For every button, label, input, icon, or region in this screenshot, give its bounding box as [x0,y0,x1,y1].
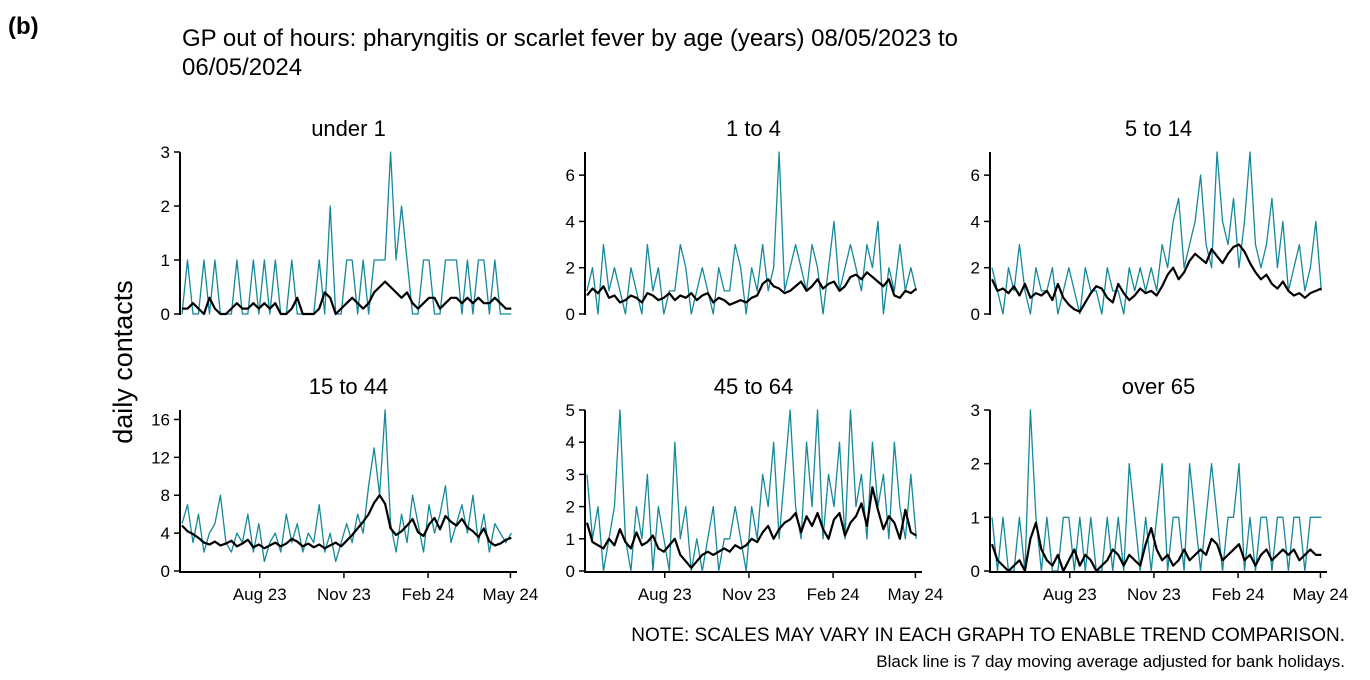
y-tick-label: 8 [161,486,170,505]
x-tick-label: May 24 [1293,585,1349,604]
x-tick-label: Aug 23 [233,585,287,604]
x-tick-label: May 24 [888,585,944,604]
y-tick-label: 16 [151,410,170,429]
y-tick-label: 0 [566,562,575,581]
data-line [991,243,1322,313]
y-tick-label: 2 [971,259,980,278]
x-tick-label: Nov 23 [1127,585,1181,604]
y-tick-label: 4 [971,212,980,231]
x-tick-label: Feb 24 [807,585,860,604]
title: 06/05/2024 [182,54,302,81]
data-line [990,521,1322,573]
note: NOTE: SCALES MAY VARY IN EACH GRAPH TO E… [631,625,1345,646]
data-line [181,494,512,550]
panel-title: 5 to 14 [1125,116,1192,141]
data-line [181,409,512,563]
data-line [991,409,1322,572]
y-tick-label: 2 [566,259,575,278]
data-line [586,271,918,306]
x-tick-label: Feb 24 [402,585,455,604]
y-tick-label: 6 [566,166,575,185]
y-tick-label: 1 [971,508,980,527]
panel-label: (b) [8,13,39,40]
y-tick-label: 4 [566,212,575,231]
panel-title: under 1 [311,116,386,141]
y-tick-label: 0 [161,562,170,581]
note: Black line is 7 day moving average adjus… [876,652,1345,671]
y-tick-label: 4 [566,433,575,452]
y-tick-label: 5 [566,401,575,420]
y-tick-label: 3 [566,465,575,484]
y-tick-label: 2 [161,197,170,216]
x-tick-label: Feb 24 [1212,585,1265,604]
y-tick-label: 1 [161,251,170,270]
y-tick-label: 2 [971,455,980,474]
x-tick-label: Aug 23 [1043,585,1097,604]
y-tick-label: 3 [971,401,980,420]
data-line [585,486,917,569]
title: GP out of hours: pharyngitis or scarlet … [182,25,958,52]
panel-title: 1 to 4 [726,116,781,141]
y-tick-label: 12 [151,448,170,467]
panel-title: 15 to 44 [309,374,389,399]
data-line [182,280,512,316]
y-tick-label: 1 [566,530,575,549]
panel-title: 45 to 64 [714,374,794,399]
y-tick-label: 2 [566,498,575,517]
panel-title: over 65 [1122,374,1195,399]
y-tick-label: 0 [161,305,170,324]
x-tick-label: Nov 23 [722,585,776,604]
y-tick-label: 0 [971,305,980,324]
y-tick-label: 4 [161,524,170,543]
x-tick-label: May 24 [483,585,539,604]
data-line [586,409,917,572]
x-tick-label: Aug 23 [638,585,692,604]
y-tick-label: 0 [971,562,980,581]
y-axis-label: daily contacts [108,280,138,444]
y-tick-label: 3 [161,143,170,162]
data-line [991,151,1322,315]
x-tick-label: Nov 23 [317,585,371,604]
data-line [181,151,512,315]
y-tick-label: 6 [971,166,980,185]
y-tick-label: 0 [566,305,575,324]
data-line [586,151,917,315]
